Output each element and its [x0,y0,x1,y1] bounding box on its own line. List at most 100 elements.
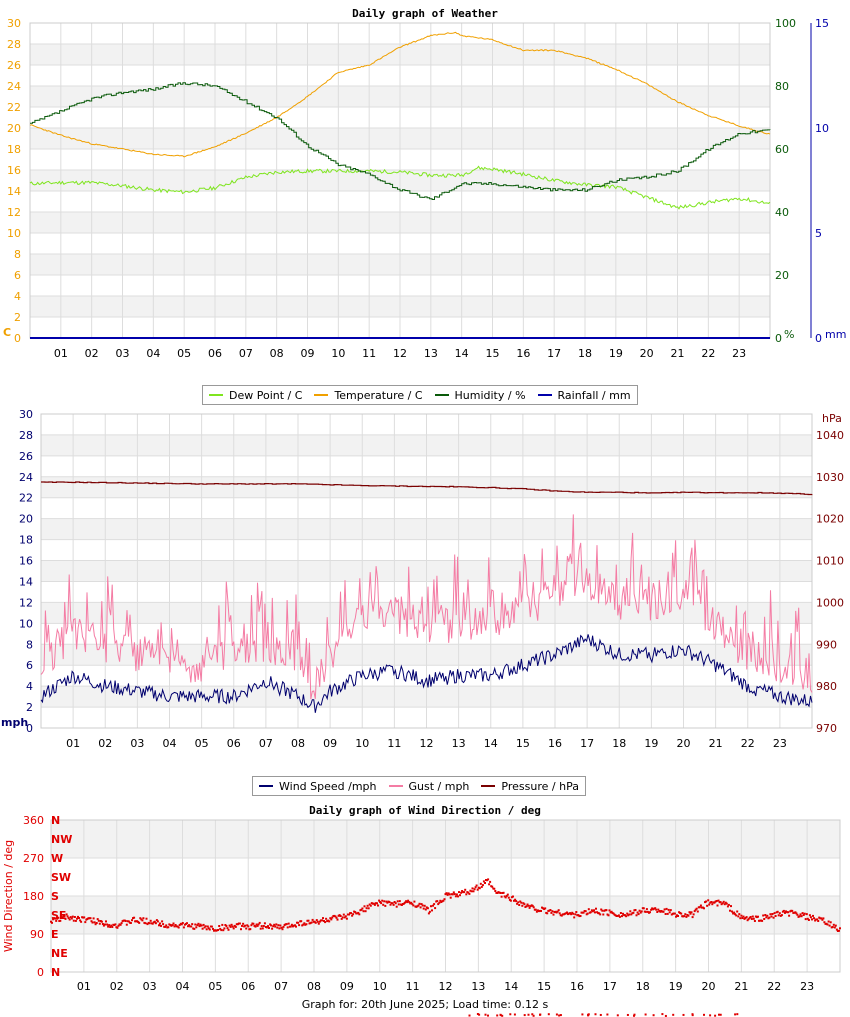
direction-stray-point [594,1013,597,1016]
direction-point [805,913,808,916]
direction-point [829,921,832,924]
direction-point [252,922,255,925]
direction-point [691,916,694,919]
direction-point [550,911,553,914]
wind-x-tick-label: 02 [98,737,112,750]
direction-point [453,893,456,896]
direction-point [798,915,801,918]
direction-point [568,912,570,915]
direction-point [556,910,559,913]
direction-point [584,910,587,913]
direction-point [835,928,838,931]
direction-point [385,900,388,903]
direction-point [217,929,220,931]
weather-humidity-unit: % [784,328,794,341]
direction-point [186,922,188,925]
direction-point [440,901,443,903]
direction-point [244,924,247,927]
legend-item-gust: Gust / mph [388,780,469,793]
direction-point [557,909,560,912]
direction-point [141,919,144,922]
direction-point [579,915,582,917]
direction-point [531,904,534,907]
direction-point [300,920,303,923]
direction-point [108,924,111,927]
wind-x-tick-label: 06 [227,737,241,750]
direction-point [80,920,83,923]
direction-point [188,924,191,927]
direction-point [625,915,628,918]
direction-point [703,907,705,910]
direction-point [515,900,518,903]
weather-left-tick: 14 [7,185,21,198]
direction-y-tick: 90 [30,928,44,941]
direction-point [528,906,531,909]
direction-point [737,915,740,918]
direction-point [393,901,396,903]
direction-point [395,905,398,908]
direction-point [396,900,399,903]
direction-point [328,920,331,923]
direction-point [581,911,584,914]
direction-point [437,903,440,906]
direction-x-tick-label: 20 [702,980,716,993]
direction-point [404,901,406,904]
weather-x-tick-label: 14 [455,347,469,360]
direction-point [445,892,448,895]
wind-x-tick-label: 21 [709,737,723,750]
direction-point [688,911,691,914]
direction-point [510,896,513,899]
legend-swatch-wind [259,785,273,787]
direction-point [572,912,575,915]
direction-point [207,927,210,930]
direction-point [397,903,400,906]
direction-point [527,904,530,907]
series-wind-speed [40,634,813,713]
direction-stray-point [664,1014,667,1017]
direction-point [436,900,439,903]
weather-humidity-tick: 0 [775,332,782,345]
weather-rain-tick: 5 [815,227,822,240]
direction-y-tick: 0 [37,966,44,979]
direction-point [401,903,404,905]
direction-stray-point [736,1013,739,1016]
direction-point [695,907,698,910]
direction-point [589,911,592,914]
wind-x-tick-label: 08 [291,737,305,750]
direction-point [465,893,468,896]
wind-x-tick-label: 01 [66,737,80,750]
direction-point [469,889,472,892]
direction-point [566,911,568,914]
wind-x-tick-label: 22 [741,737,755,750]
direction-point [146,923,149,926]
direction-point [187,925,189,928]
weather-x-tick-label: 10 [331,347,345,360]
direction-point [57,916,60,919]
weather-left-tick: 2 [14,311,21,324]
direction-point [373,903,376,906]
direction-point [367,907,370,910]
direction-point [265,926,268,929]
direction-point [229,925,232,928]
direction-point [721,902,724,905]
direction-point [417,904,420,907]
direction-point [191,923,194,926]
direction-point [324,921,327,924]
direction-point [636,911,639,914]
direction-point [828,924,831,927]
direction-point [554,910,557,913]
direction-point [670,913,673,916]
direction-point [458,891,460,894]
direction-point [518,904,521,906]
direction-point [457,895,459,898]
wind-left-tick: 2 [26,701,33,714]
direction-point [295,925,297,928]
direction-point [635,914,638,917]
direction-point [189,925,192,928]
direction-point [801,912,804,915]
direction-point [744,917,747,919]
direction-point [222,929,225,932]
direction-point [73,916,76,918]
direction-point [710,901,713,903]
direction-x-tick-label: 11 [406,980,420,993]
